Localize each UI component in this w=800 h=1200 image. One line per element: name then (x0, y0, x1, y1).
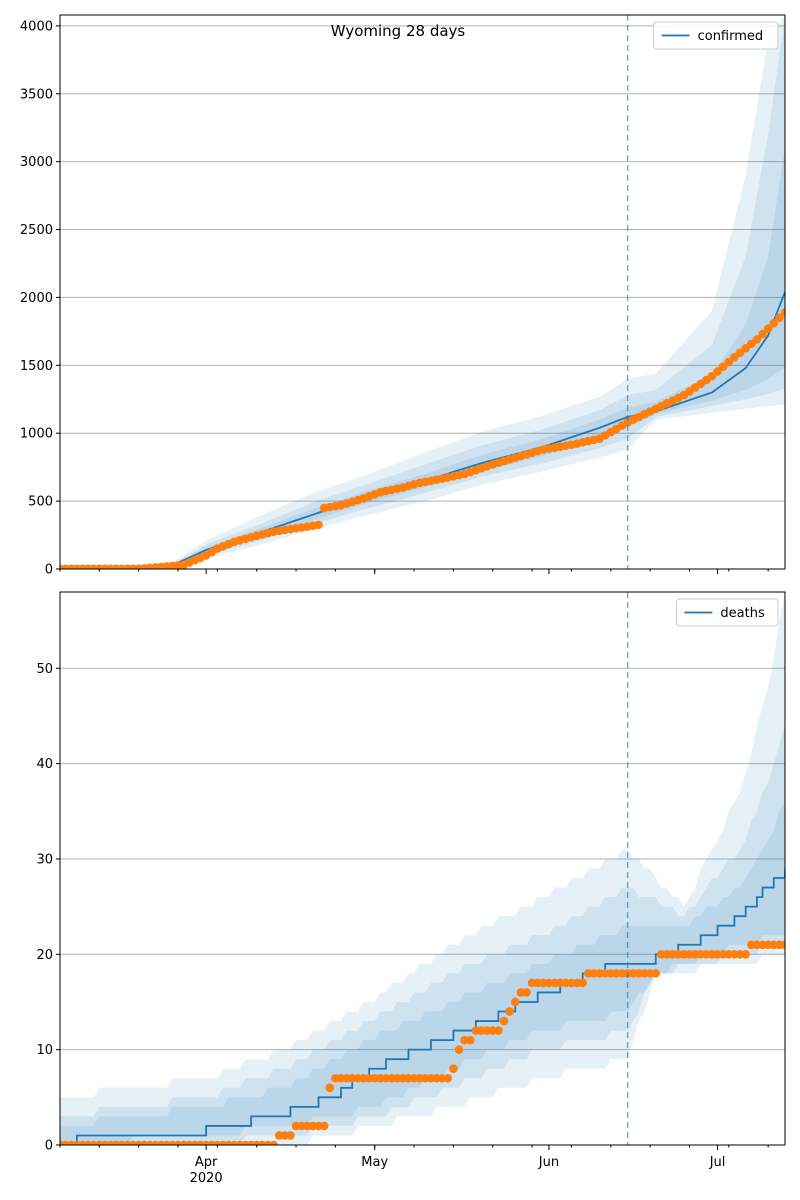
y-tick-label: 0 (45, 563, 53, 578)
y-tick-label: 500 (28, 495, 53, 510)
observed-point (741, 950, 750, 959)
observed-point (780, 308, 785, 317)
y-tick-label: 4000 (20, 19, 53, 34)
observed-point (780, 940, 785, 950)
observed-point (269, 1140, 278, 1145)
y-tick-label: 20 (36, 948, 53, 963)
legend: deaths (675, 598, 779, 627)
observed-point (286, 1131, 295, 1140)
observed-point (449, 1064, 458, 1074)
observed-point (651, 969, 661, 978)
observed-point (314, 520, 323, 530)
y-tick-label: 1500 (20, 359, 53, 374)
observed-point (713, 367, 722, 376)
y-tick-label: 40 (36, 757, 53, 772)
plot-area (60, 15, 785, 569)
uncertainty-band-2 (60, 725, 785, 1145)
observed-point (443, 1073, 453, 1083)
y-tick-label: 0 (45, 1139, 53, 1154)
observed-point (769, 318, 779, 328)
axes-frame (59, 14, 786, 570)
model-line (60, 868, 785, 1145)
observed-point (499, 1016, 509, 1026)
y-tick-label: 50 (36, 662, 53, 677)
y-tick-label: 2000 (20, 291, 53, 306)
uncertainty-band-2 (60, 15, 785, 569)
observed-point (752, 335, 762, 344)
observed-point (707, 371, 717, 381)
observed-point (465, 1035, 475, 1045)
observed-point (319, 1121, 329, 1131)
x-tick-label: Apr (195, 1155, 218, 1170)
y-tick-label: 30 (36, 852, 53, 867)
confirmed-panel: 0 500 1000 1500 2000 2500 3000 3500 4000 Wyoming … (20, 14, 786, 578)
y-tick-label: 3500 (20, 87, 53, 102)
observed-point (522, 988, 531, 997)
observed-point (510, 997, 520, 1007)
y-tick-label: 10 (36, 1043, 53, 1058)
x-tick-sublabel: 2020 (190, 1171, 223, 1186)
legend-label: deaths (720, 606, 765, 621)
chart-title: Wyoming 28 days (331, 22, 466, 40)
y-tick-label: 1000 (20, 427, 53, 442)
observed-point (775, 313, 784, 323)
y-tick-label: 3000 (20, 155, 53, 170)
legend-box (653, 21, 779, 50)
axes-frame (59, 591, 786, 1146)
legend: confirmed (653, 21, 779, 50)
observed-point (578, 978, 587, 988)
observed-point (718, 362, 728, 371)
observed-point (758, 329, 767, 339)
x-tick-label: May (361, 1155, 388, 1170)
legend-box (675, 598, 779, 627)
observed-point (505, 1007, 514, 1016)
uncertainty-band-1 (60, 15, 785, 569)
observed-point (763, 324, 773, 333)
observed-point (724, 357, 734, 367)
uncertainty-band-1 (60, 592, 785, 1145)
observed-point (325, 1083, 335, 1093)
x-tick-label: Jul (709, 1155, 726, 1170)
observed-point (454, 1045, 464, 1054)
plot-area (60, 592, 785, 1145)
legend-label: confirmed (698, 29, 764, 44)
x-tick-label: Jun (538, 1155, 559, 1170)
y-tick-label: 2500 (20, 223, 53, 238)
observed-point (494, 1026, 503, 1035)
